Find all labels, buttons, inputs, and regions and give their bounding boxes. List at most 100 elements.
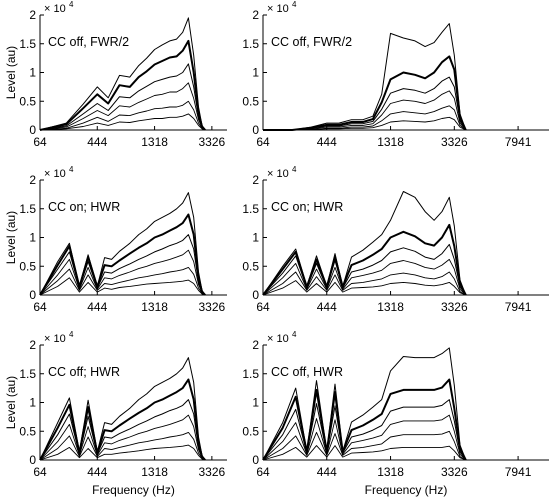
panel-annotation: CC off; HWR — [48, 365, 120, 379]
chart-panel-2: 0 0.5 1 1.5 2 64 444 1318 3326 7941 × 10 4 CC off, F… — [242, 0, 549, 149]
y-tick-label: 0.5 — [19, 424, 36, 438]
series-line-1 — [39, 444, 206, 461]
panel-annotation: CC on; HWR — [271, 200, 343, 214]
panel-annotation: CC off, FWR/2 — [271, 35, 352, 49]
series-line-6 — [39, 357, 206, 461]
y-axis-label: Level (au) — [4, 211, 18, 264]
y-tick-label: 0 — [252, 453, 259, 467]
series-line-5 — [39, 39, 206, 131]
x-tick-label: 1318 — [141, 465, 168, 479]
series-line-4 — [262, 399, 467, 461]
y-tick-label: 1.5 — [19, 37, 36, 51]
y-tick-label: 0 — [29, 123, 36, 137]
scale-factor-label: × 10 — [44, 3, 66, 15]
x-tick-label: 64 — [256, 465, 270, 479]
y-tick-label: 0 — [29, 288, 36, 302]
x-tick-label: 3326 — [199, 465, 226, 479]
series-line-3 — [39, 82, 206, 131]
x-tick-label: 444 — [87, 135, 107, 149]
x-axis-label: Frequency (Hz) — [365, 483, 448, 497]
series-line-6 — [263, 23, 467, 131]
x-tick-label: 444 — [317, 465, 337, 479]
y-axis-label: Level (au) — [4, 46, 18, 99]
x-tick-label: 3326 — [441, 135, 468, 149]
chart-panel-6: 0 0.5 1 1.5 2 64 444 1318 3326 7941 × 10 4 CC off, H… — [242, 330, 549, 497]
x-tick-label: 1318 — [377, 135, 404, 149]
scale-factor-power: 4 — [292, 0, 297, 9]
chart-panel-4: 0 0.5 1 1.5 2 64 444 1318 3326 7941 × 10 4 CC on; HW… — [242, 165, 549, 314]
panel-annotation: CC off, HWR — [271, 365, 343, 379]
x-tick-label: 7941 — [505, 300, 532, 314]
x-tick-label: 3326 — [199, 300, 226, 314]
y-tick-label: 0.5 — [242, 259, 259, 273]
x-tick-label: 64 — [33, 465, 47, 479]
y-tick-label: 1.5 — [19, 367, 36, 381]
series-line-2 — [262, 271, 467, 296]
y-tick-label: 0.5 — [242, 424, 259, 438]
x-tick-label: 7941 — [505, 135, 532, 149]
x-tick-label: 3326 — [441, 300, 468, 314]
x-tick-label: 3326 — [441, 465, 468, 479]
y-tick-label: 2 — [252, 338, 259, 352]
series-line-2 — [39, 266, 206, 296]
scale-factor-label: × 10 — [267, 168, 289, 180]
series-line-1 — [263, 116, 467, 131]
series-line-2 — [39, 100, 206, 131]
y-tick-label: 0 — [252, 288, 259, 302]
scale-factor-power: 4 — [292, 165, 297, 174]
series-line-4 — [39, 63, 206, 131]
y-tick-label: 1 — [252, 66, 259, 80]
y-tick-label: 2 — [29, 8, 36, 22]
series-line-1 — [262, 280, 466, 296]
series-line-5 — [39, 378, 206, 461]
series-line-1 — [39, 113, 206, 131]
x-tick-label: 3326 — [199, 135, 226, 149]
series-line-6 — [262, 191, 467, 296]
x-tick-label: 444 — [87, 465, 107, 479]
y-tick-label: 2 — [29, 338, 36, 352]
scale-factor-power: 4 — [69, 330, 74, 339]
series-line-6 — [262, 347, 467, 461]
series-line-1 — [262, 445, 466, 461]
series-line-3 — [262, 414, 467, 461]
series-line-6 — [39, 17, 206, 131]
y-tick-label: 1.5 — [242, 37, 259, 51]
series-line-5 — [262, 378, 467, 461]
y-tick-label: 2 — [29, 173, 36, 187]
series-line-3 — [39, 249, 206, 296]
chart-panel-1: 0 0.5 1 1.5 2 64 444 1318 3326 × 10 4 CC off, FWR/2… — [4, 0, 227, 149]
chart-panel-5: 0 0.5 1 1.5 2 64 444 1318 3326 × 10 4 CC off; HWR Le… — [4, 330, 227, 497]
x-tick-label: 444 — [87, 300, 107, 314]
scale-factor-label: × 10 — [267, 333, 289, 345]
series-line-5 — [263, 55, 467, 131]
scale-factor-label: × 10 — [44, 168, 66, 180]
panel-annotation: CC off, FWR/2 — [48, 35, 129, 49]
scale-factor-label: × 10 — [44, 333, 66, 345]
y-tick-label: 1 — [29, 396, 36, 410]
series-line-2 — [263, 105, 467, 131]
y-tick-label: 1.5 — [19, 202, 36, 216]
y-tick-label: 0 — [252, 123, 259, 137]
series-line-2 — [262, 430, 467, 461]
x-tick-label: 1318 — [141, 135, 168, 149]
series-line-4 — [263, 76, 467, 131]
x-tick-label: 1318 — [377, 300, 404, 314]
x-tick-label: 444 — [317, 300, 337, 314]
y-tick-label: 0 — [29, 453, 36, 467]
y-axis-label: Level (au) — [4, 376, 18, 429]
scale-factor-label: × 10 — [267, 3, 289, 15]
chart-panel-3: 0 0.5 1 1.5 2 64 444 1318 3326 × 10 4 CC on; HWR Lev… — [4, 165, 227, 314]
series-line-3 — [263, 90, 467, 131]
series-line-3 — [39, 414, 206, 461]
series-line-5 — [262, 223, 467, 296]
series-line-1 — [39, 277, 206, 296]
series-line-2 — [39, 431, 206, 461]
y-tick-label: 0.5 — [19, 259, 36, 273]
y-tick-label: 0.5 — [19, 94, 36, 108]
series-line-3 — [262, 258, 467, 296]
y-tick-label: 0.5 — [242, 94, 259, 108]
series-line-5 — [39, 213, 206, 296]
scale-factor-power: 4 — [69, 165, 74, 174]
x-tick-label: 1318 — [377, 465, 404, 479]
scale-factor-power: 4 — [69, 0, 74, 9]
